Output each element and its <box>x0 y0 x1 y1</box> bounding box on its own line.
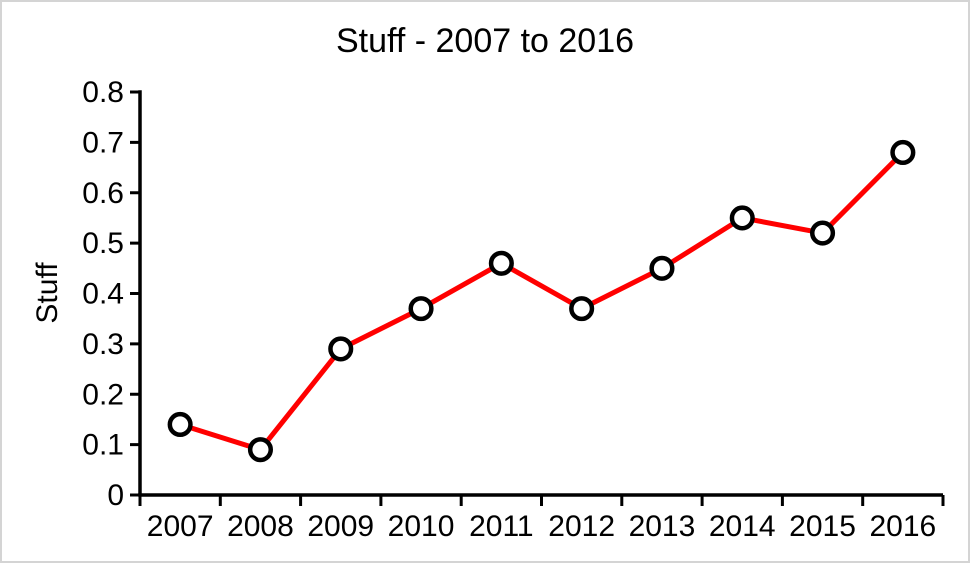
x-tick-label: 2009 <box>307 510 374 543</box>
y-tick-label: 0.5 <box>82 227 124 260</box>
y-tick-label: 0.2 <box>82 378 124 411</box>
x-tick-label: 2013 <box>629 510 696 543</box>
y-tick-label: 0.7 <box>82 126 124 159</box>
chart-title: Stuff - 2007 to 2016 <box>335 22 635 60</box>
data-point <box>729 205 755 231</box>
y-tick-label: 0.8 <box>82 76 124 109</box>
y-tick-label: 0.3 <box>82 328 124 361</box>
x-tick-label: 2011 <box>469 510 534 543</box>
data-point <box>488 250 514 276</box>
data-point <box>649 255 675 281</box>
x-tick-label: 2010 <box>388 510 455 543</box>
y-tick-label: 0.1 <box>82 429 124 462</box>
data-point <box>810 220 836 246</box>
x-tick-label: 2012 <box>548 510 615 543</box>
data-point <box>569 296 595 322</box>
data-point <box>247 437 274 463</box>
y-tick-label: 0 <box>107 479 124 512</box>
x-tick-label: 2015 <box>789 510 856 543</box>
x-tick-label: 2008 <box>227 510 294 543</box>
data-line <box>177 149 906 453</box>
data-point <box>408 296 434 322</box>
data-point <box>328 336 354 362</box>
x-tick-label: 2016 <box>869 510 936 543</box>
data-point <box>167 411 193 438</box>
x-tick-label: 2007 <box>147 510 214 543</box>
data-point <box>890 139 916 165</box>
y-tick-label: 0.6 <box>82 177 124 210</box>
x-tick-label: 2014 <box>709 510 776 543</box>
y-tick-label: 0.4 <box>82 278 124 311</box>
